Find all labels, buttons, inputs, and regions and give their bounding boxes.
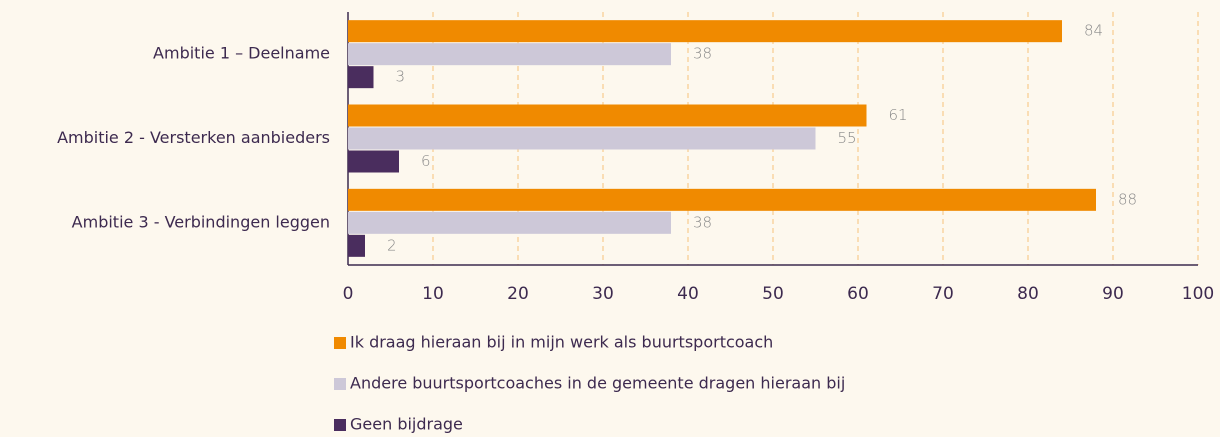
x-tick-label: 90	[1102, 284, 1124, 304]
category-label: Ambitie 2 - Versterken aanbieders	[57, 128, 330, 147]
legend-label: Ik draag hieraan bij in mijn werk als bu…	[350, 333, 773, 352]
x-tick-label: 30	[592, 284, 614, 304]
bar	[348, 66, 374, 89]
value-label: 3	[396, 68, 406, 86]
x-tick-label: 100	[1182, 284, 1214, 304]
bar	[348, 234, 365, 257]
value-label: 88	[1118, 190, 1137, 208]
x-tick-label: 50	[762, 284, 784, 304]
x-tick-label: 70	[932, 284, 954, 304]
bar	[348, 211, 671, 234]
legend-label: Geen bijdrage	[350, 415, 463, 434]
x-tick-label: 80	[1017, 284, 1039, 304]
value-label: 84	[1084, 22, 1103, 40]
x-tick-label: 40	[677, 284, 699, 304]
value-label: 6	[421, 152, 431, 170]
category-label: Ambitie 3 - Verbindingen leggen	[72, 212, 330, 231]
legend-swatch	[334, 378, 346, 390]
x-tick-label: 20	[507, 284, 529, 304]
legend-swatch	[334, 337, 346, 349]
category-label: Ambitie 1 – Deelname	[153, 44, 330, 63]
bar	[348, 104, 867, 127]
bar	[348, 20, 1062, 43]
value-label: 38	[693, 213, 712, 231]
bar	[348, 43, 671, 66]
legend-swatch	[334, 419, 346, 431]
x-tick-label: 60	[847, 284, 869, 304]
bar	[348, 127, 816, 150]
bar	[348, 188, 1096, 211]
x-tick-label: 0	[343, 284, 354, 304]
bar	[348, 150, 399, 173]
legend-label: Andere buurtsportcoaches in de gemeente …	[350, 374, 845, 393]
value-label: 55	[838, 129, 857, 147]
x-tick-label: 10	[422, 284, 444, 304]
value-label: 38	[693, 45, 712, 63]
value-label: 61	[889, 106, 908, 124]
value-label: 2	[387, 236, 397, 254]
